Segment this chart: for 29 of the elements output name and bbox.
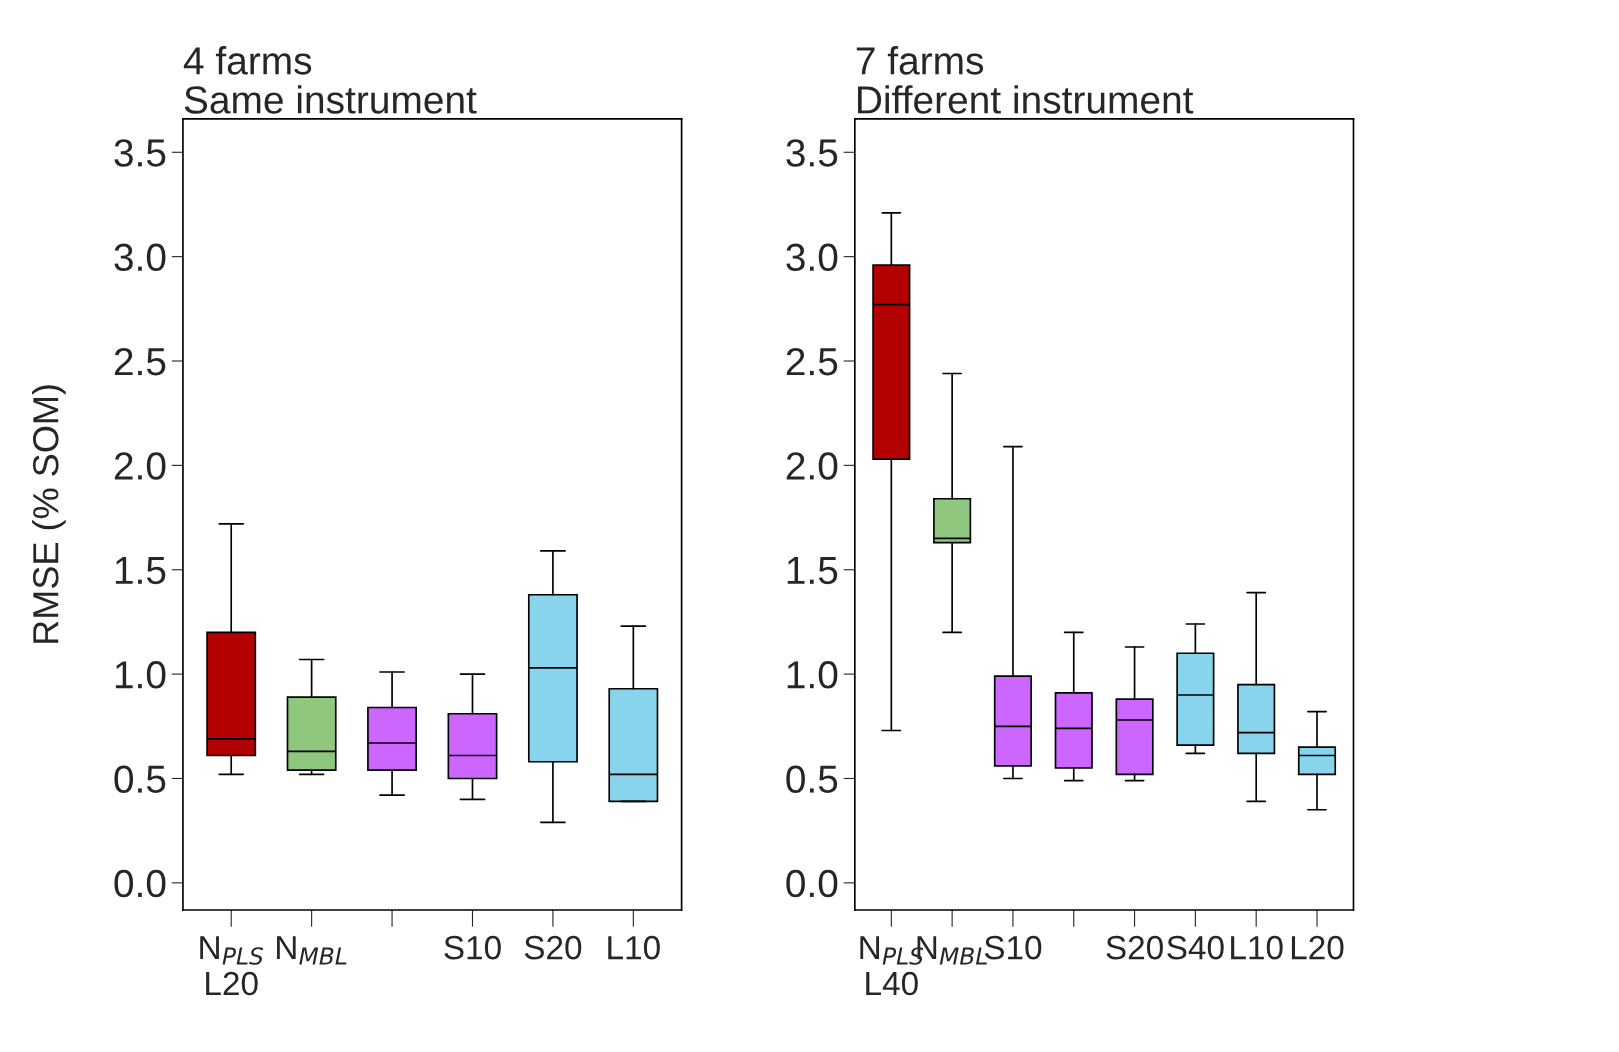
y-tick-label: 1.0 bbox=[787, 661, 838, 689]
y-tick-label: 1.0 bbox=[115, 661, 166, 689]
y-axis-title: RMSE (% SOM) bbox=[32, 385, 66, 643]
y-tick-label: 1.5 bbox=[787, 557, 838, 585]
x-tick-label: N$_{MBL}$ bbox=[277, 936, 347, 965]
x-tick-label: N$_{PLS}$ L20 bbox=[200, 936, 264, 996]
x-tick-label: L10 bbox=[1231, 935, 1283, 960]
y-tick-label: 2.5 bbox=[114, 347, 166, 376]
y-tick-label: 2.0 bbox=[786, 452, 838, 480]
y-tick-label: 1.5 bbox=[115, 557, 166, 585]
chart-title: 4 farms Same instrument bbox=[183, 46, 477, 114]
chart-title: 7 farms Different instrument bbox=[856, 46, 1194, 114]
x-tick-label: S10 bbox=[984, 935, 1042, 960]
y-tick-label: 2.5 bbox=[786, 347, 838, 376]
y-tick-label: 2.0 bbox=[114, 452, 166, 480]
x-tick-label: L10 bbox=[608, 935, 660, 960]
y-tick-label: 0.5 bbox=[786, 765, 838, 793]
y-tick-label: 0.0 bbox=[114, 869, 166, 898]
x-tick-label: S20 bbox=[1106, 935, 1163, 960]
x-tick-label: S20 bbox=[524, 935, 582, 960]
y-tick-label: 0.0 bbox=[786, 869, 838, 898]
y-tick-label: 3.5 bbox=[786, 139, 838, 167]
x-tick-label: L20 bbox=[1291, 935, 1344, 960]
y-tick-label: 0.5 bbox=[114, 765, 166, 793]
y-tick-label: 3.0 bbox=[114, 243, 166, 272]
x-tick-label: S40 bbox=[1167, 935, 1224, 960]
y-tick-label: 3.0 bbox=[786, 243, 838, 272]
y-tick-label: 3.5 bbox=[114, 139, 166, 167]
x-tick-label: S10 bbox=[444, 935, 501, 960]
